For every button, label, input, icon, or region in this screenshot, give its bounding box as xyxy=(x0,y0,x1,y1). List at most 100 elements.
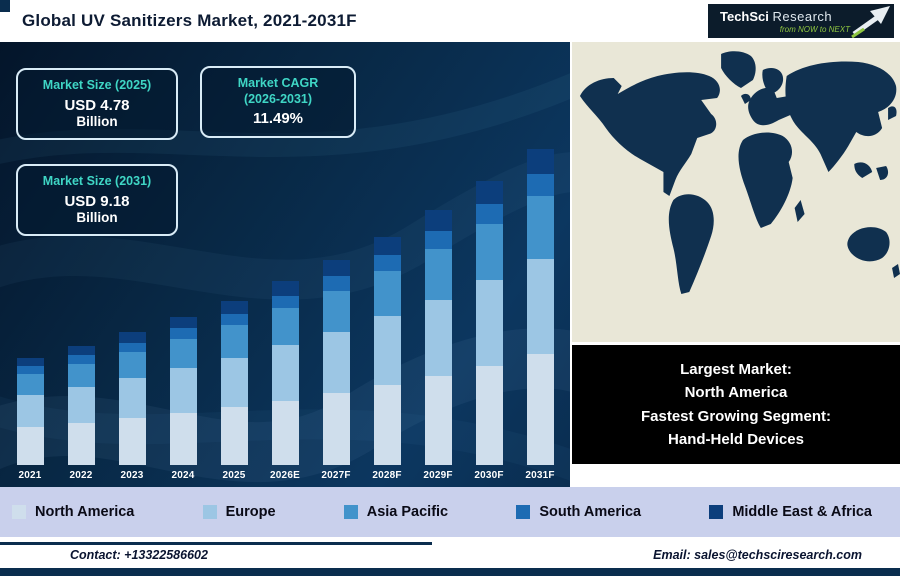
callout-fastest-segment-label: Fastest Growing Segment: xyxy=(640,407,832,425)
legend-swatch xyxy=(516,505,531,519)
header: Global UV Sanitizers Market, 2021-2031F … xyxy=(0,0,900,42)
bar-segment xyxy=(322,259,350,277)
market-cagr-title-line2: (2026-2031) xyxy=(243,91,313,106)
legend-item: Middle East & Africa xyxy=(709,504,872,520)
bar-segment xyxy=(67,423,95,465)
x-axis-label: 2023 xyxy=(120,470,144,481)
footer: Contact: +13322586602 Email: sales@techs… xyxy=(0,537,900,576)
market-cagr-value: 11.49% xyxy=(252,110,304,128)
bar-column-2025: 2025 xyxy=(218,300,250,481)
logo-brand-research: Research xyxy=(772,8,833,24)
bar-segment xyxy=(220,407,248,465)
bar-segment xyxy=(526,354,554,465)
bar-stack xyxy=(373,236,401,465)
bar-column-2026E: 2026E xyxy=(269,280,301,481)
legend-swatch xyxy=(709,505,724,519)
bar-segment xyxy=(16,357,44,367)
x-axis-label: 2026E xyxy=(270,470,300,481)
bar-segment xyxy=(118,351,146,379)
bar-segment xyxy=(67,355,95,364)
market-size-2025-unit: Billion xyxy=(76,113,118,129)
bar-segment xyxy=(322,276,350,291)
bar-column-2024: 2024 xyxy=(167,316,199,481)
corner-accent xyxy=(0,0,10,12)
bar-segment xyxy=(475,223,503,281)
market-callout: Largest Market: North America Fastest Gr… xyxy=(572,345,900,464)
bar-segment xyxy=(475,280,503,366)
legend-item: North America xyxy=(12,504,134,520)
x-axis-label: 2024 xyxy=(171,470,195,481)
bar-segment xyxy=(271,295,299,309)
bar-segment xyxy=(373,270,401,317)
logo-brand-tech: TechSci xyxy=(720,8,769,24)
legend-label: Europe xyxy=(225,504,276,520)
callout-largest-market-label: Largest Market: xyxy=(680,361,792,378)
legend-label: North America xyxy=(35,504,135,520)
bar-segment xyxy=(16,366,44,374)
main-content: Market Size (2025) USD 4.78 Billion Mark… xyxy=(0,42,900,487)
bar-segment xyxy=(169,328,197,339)
footer-accent-line xyxy=(0,542,432,545)
bar-column-2022: 2022 xyxy=(65,345,97,481)
stacked-bar-chart: 2021 2022 2023 2024 2025 2026E 2027F 2028F 2029F… xyxy=(14,148,556,481)
bar-segment xyxy=(373,385,401,465)
legend-item: Asia Pacific xyxy=(343,504,449,520)
bar-segment xyxy=(220,325,248,359)
market-size-2025-value: USD 4.78 xyxy=(64,96,130,114)
x-axis-label: 2029F xyxy=(423,470,453,481)
bar-column-2029F: 2029F xyxy=(422,210,454,481)
bar-segment xyxy=(118,418,146,465)
bar-segment xyxy=(424,248,452,300)
bar-segment xyxy=(271,308,299,346)
bar-stack xyxy=(220,300,248,465)
bar-segment xyxy=(322,331,350,394)
bar-segment xyxy=(424,230,452,249)
market-size-2031-value: USD 9.18 xyxy=(64,192,130,210)
page-title: Global UV Sanitizers Market, 2021-2031F xyxy=(22,11,357,30)
legend-label: Asia Pacific xyxy=(366,504,449,520)
bar-segment xyxy=(67,345,95,356)
footer-bottom-bar xyxy=(0,568,900,576)
x-axis-label: 2022 xyxy=(69,470,93,481)
bar-column-2028F: 2028F xyxy=(371,236,403,481)
bar-segment xyxy=(118,342,146,352)
logo-brand: TechSci Research xyxy=(720,9,850,24)
world-map xyxy=(572,42,900,342)
bar-segment xyxy=(322,393,350,465)
legend-item: Europe xyxy=(202,504,276,520)
market-size-2025-box: Market Size (2025) USD 4.78 Billion xyxy=(16,68,178,140)
world-map-svg xyxy=(572,42,900,342)
market-size-2031-unit: Billion xyxy=(76,209,118,225)
x-axis-label: 2021 xyxy=(18,470,42,481)
logo-tagline: from NOW to NEXT xyxy=(779,24,850,34)
bar-segment xyxy=(169,338,197,369)
bar-column-2027F: 2027F xyxy=(320,259,352,481)
bar-segment xyxy=(169,412,197,465)
bar-stack xyxy=(169,316,197,465)
market-cagr-title-line1: Market CAGR xyxy=(237,76,319,90)
bar-segment xyxy=(271,400,299,465)
bar-segment xyxy=(373,236,401,255)
bar-stack xyxy=(424,210,452,465)
legend-item: South America xyxy=(516,504,641,520)
bar-column-2031F: 2031F xyxy=(524,148,556,481)
bar-segment xyxy=(424,376,452,465)
bar-segment xyxy=(16,427,44,465)
bar-column-2030F: 2030F xyxy=(473,180,505,481)
market-size-2025-title: Market Size (2025) xyxy=(42,78,152,92)
bar-column-2021: 2021 xyxy=(14,357,46,481)
bar-segment xyxy=(16,373,44,396)
bar-segment xyxy=(475,365,503,465)
bar-segment xyxy=(475,203,503,224)
legend-swatch xyxy=(343,505,358,519)
bar-segment xyxy=(526,173,554,196)
market-size-2031-box: Market Size (2031) USD 9.18 Billion xyxy=(16,164,178,236)
callout-largest-market-value: North America xyxy=(684,384,788,402)
bar-stack xyxy=(118,331,146,465)
bar-segment xyxy=(16,395,44,428)
bar-stack xyxy=(67,345,95,465)
email-info: Email: sales@techsciresearch.com xyxy=(653,548,862,562)
bar-segment xyxy=(526,195,554,260)
bar-stack xyxy=(16,357,44,465)
